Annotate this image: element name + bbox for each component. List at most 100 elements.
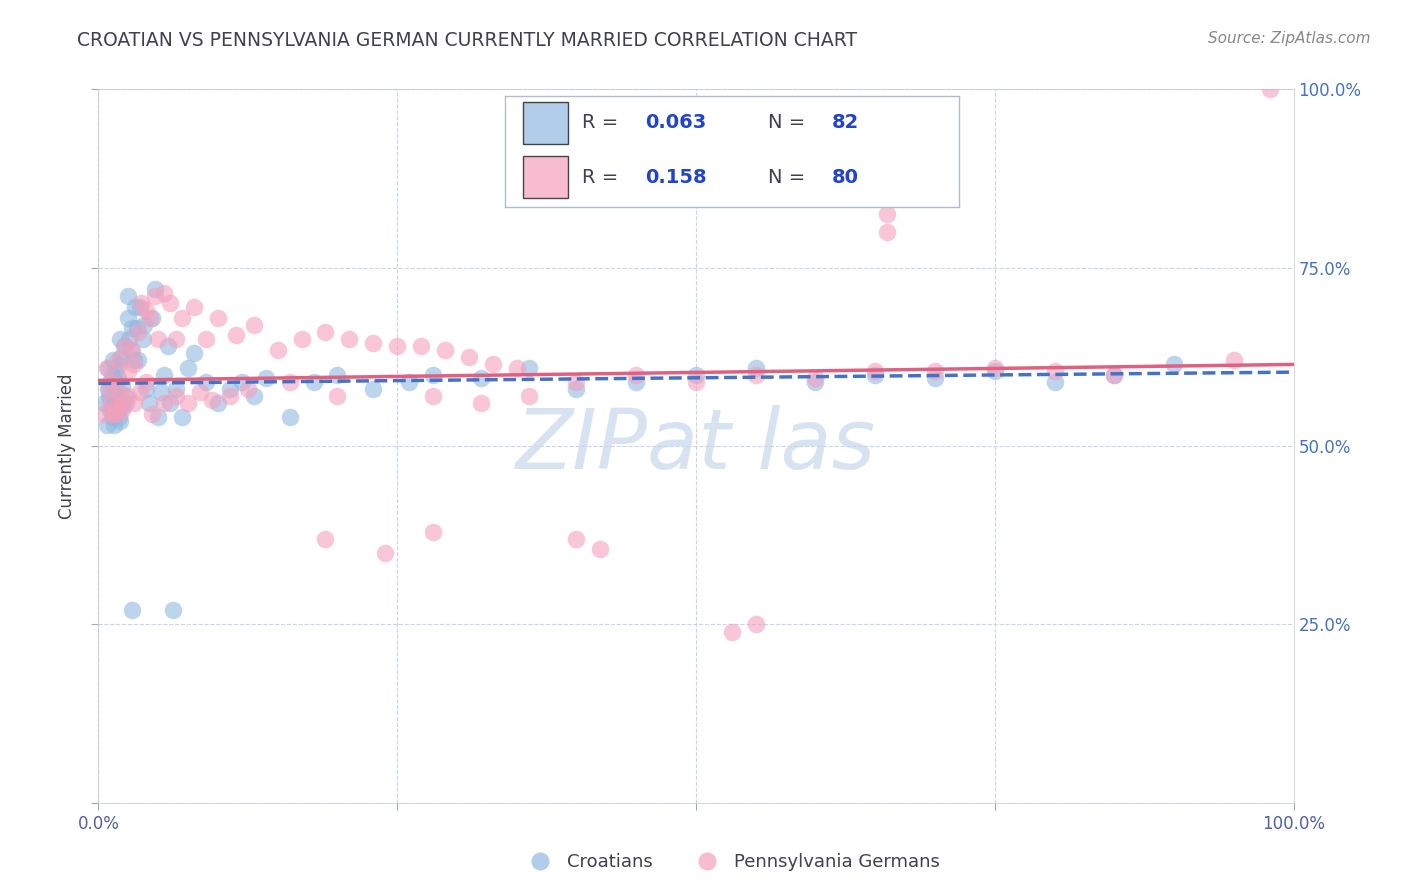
Point <box>105 400 128 414</box>
Point <box>302 375 325 389</box>
Point <box>278 410 301 425</box>
Point <box>159 296 181 310</box>
Point <box>156 339 179 353</box>
Point <box>865 368 887 382</box>
Point <box>153 285 176 300</box>
Point <box>100 368 122 382</box>
Point <box>148 410 170 425</box>
Point <box>127 325 149 339</box>
Point <box>422 389 444 403</box>
Point <box>876 225 898 239</box>
Point <box>105 407 128 421</box>
Point <box>1223 353 1246 368</box>
Point <box>162 603 184 617</box>
Point <box>398 375 420 389</box>
Point <box>105 382 128 396</box>
Point <box>326 389 349 403</box>
Point <box>107 396 129 410</box>
Point <box>177 360 200 375</box>
Point <box>326 368 349 382</box>
Point <box>685 375 707 389</box>
Point <box>93 396 115 410</box>
Point <box>131 332 153 346</box>
Point <box>165 332 187 346</box>
Point <box>117 310 139 325</box>
Point <box>135 303 157 318</box>
Point <box>565 532 588 546</box>
Point <box>107 371 129 385</box>
Point <box>422 368 444 382</box>
Point <box>127 353 149 368</box>
Point <box>93 407 115 421</box>
Point <box>876 207 898 221</box>
Point <box>139 310 162 325</box>
Point <box>117 289 139 303</box>
Point <box>135 375 157 389</box>
Point <box>626 368 648 382</box>
Point <box>153 396 176 410</box>
Point <box>141 407 163 421</box>
Text: CROATIAN VS PENNSYLVANIA GERMAN CURRENTLY MARRIED CORRELATION CHART: CROATIAN VS PENNSYLVANIA GERMAN CURRENTL… <box>77 31 858 50</box>
Point <box>1043 375 1066 389</box>
Point <box>195 375 218 389</box>
Point <box>225 328 247 343</box>
Point <box>172 310 194 325</box>
Point <box>1104 368 1126 382</box>
Point <box>107 410 129 425</box>
Point <box>117 389 139 403</box>
Point <box>108 414 131 428</box>
Point <box>254 371 277 385</box>
Point <box>112 339 135 353</box>
Point <box>865 364 887 378</box>
Point <box>626 375 648 389</box>
Point <box>96 417 118 432</box>
Point <box>98 403 122 417</box>
Point <box>363 382 385 396</box>
Point <box>804 375 827 389</box>
Text: ZIPat las: ZIPat las <box>516 406 876 486</box>
Point <box>745 617 768 632</box>
Point <box>172 410 194 425</box>
Point <box>97 382 120 396</box>
Point <box>374 546 396 560</box>
Point <box>141 310 163 325</box>
Point <box>924 364 946 378</box>
Y-axis label: Currently Married: Currently Married <box>58 373 76 519</box>
Point <box>114 389 136 403</box>
Point <box>201 392 224 407</box>
Point <box>267 343 290 357</box>
Point <box>103 407 125 421</box>
Point <box>243 318 266 332</box>
Point <box>143 289 166 303</box>
Point <box>121 321 143 335</box>
Point <box>111 400 134 414</box>
Point <box>121 603 143 617</box>
Point <box>124 357 146 371</box>
Point <box>111 378 134 392</box>
Point <box>101 400 124 414</box>
Point <box>120 343 142 357</box>
Point <box>685 368 707 382</box>
Point <box>98 396 122 410</box>
Point <box>565 375 588 389</box>
Point <box>124 396 146 410</box>
Point <box>124 300 146 314</box>
Point <box>108 385 131 400</box>
Point <box>219 382 242 396</box>
Point <box>236 382 259 396</box>
Point <box>107 353 129 368</box>
Point <box>207 310 229 325</box>
Point <box>101 353 124 368</box>
Point <box>159 396 181 410</box>
Point <box>117 364 139 378</box>
Point <box>195 332 218 346</box>
Point <box>118 332 141 346</box>
Point <box>121 343 143 357</box>
Point <box>278 375 301 389</box>
Point <box>339 332 361 346</box>
Point <box>108 332 131 346</box>
Point <box>103 417 125 432</box>
Point <box>924 371 946 385</box>
Point <box>124 353 146 368</box>
Point <box>1043 364 1066 378</box>
